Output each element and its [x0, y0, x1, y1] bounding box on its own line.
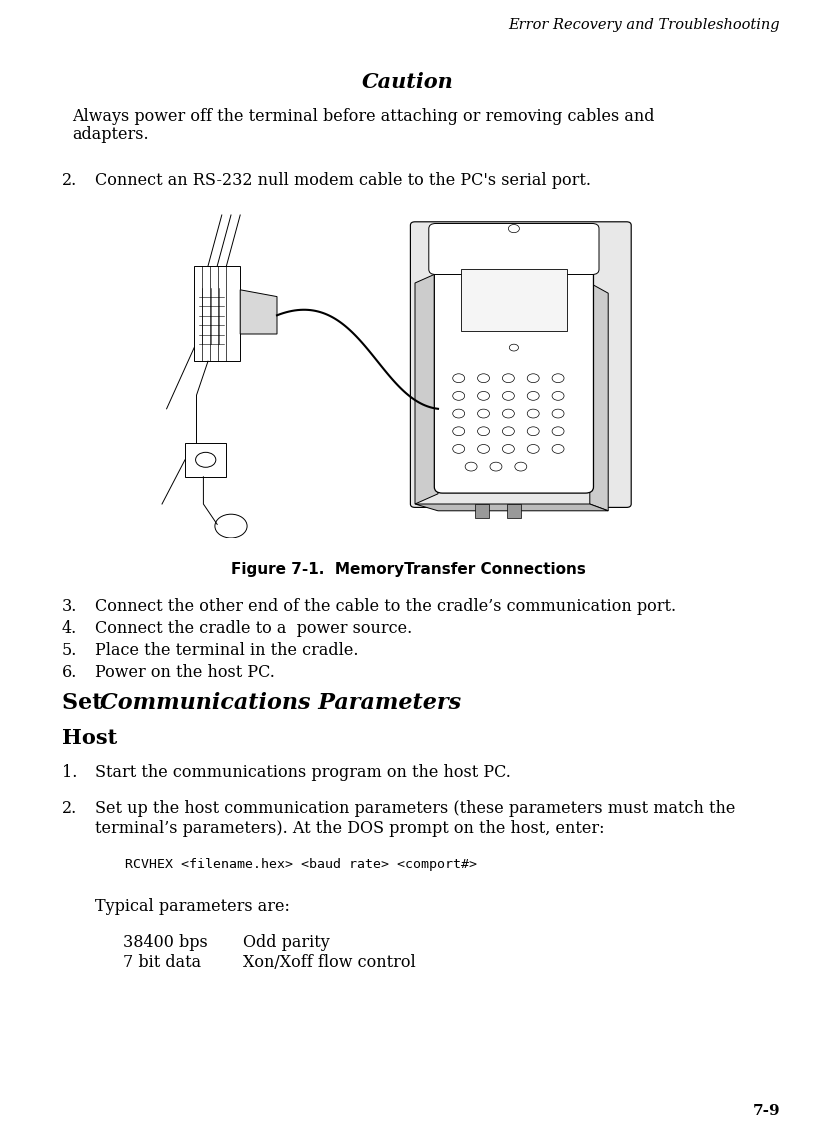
Circle shape [453, 427, 464, 435]
Text: 38400 bps: 38400 bps [123, 934, 208, 951]
Circle shape [465, 463, 477, 471]
Polygon shape [415, 504, 608, 510]
Bar [507, 504, 521, 517]
Text: 1.: 1. [62, 764, 78, 781]
Text: Power on the host PC.: Power on the host PC. [95, 664, 275, 681]
Circle shape [552, 392, 564, 401]
Text: 6.: 6. [62, 664, 78, 681]
Polygon shape [240, 290, 277, 333]
Text: Place the terminal in the cradle.: Place the terminal in the cradle. [95, 642, 358, 659]
FancyBboxPatch shape [428, 224, 599, 274]
Circle shape [453, 409, 464, 418]
Circle shape [453, 444, 464, 453]
Bar [194, 266, 240, 361]
Text: Error Recovery and Troubleshooting: Error Recovery and Troubleshooting [508, 18, 780, 32]
Circle shape [552, 409, 564, 418]
Text: Set up the host communication parameters (these parameters must match the: Set up the host communication parameters… [95, 801, 735, 817]
Text: 4.: 4. [62, 620, 78, 637]
Text: Set: Set [62, 692, 110, 714]
Text: Connect the cradle to a  power source.: Connect the cradle to a power source. [95, 620, 412, 637]
Polygon shape [415, 273, 438, 504]
Text: 5.: 5. [62, 642, 78, 659]
Text: 7-9: 7-9 [752, 1104, 780, 1118]
Text: adapters.: adapters. [72, 126, 149, 143]
Circle shape [527, 392, 539, 401]
FancyBboxPatch shape [434, 236, 593, 493]
Circle shape [215, 514, 247, 538]
Bar [461, 270, 567, 330]
Circle shape [515, 463, 527, 471]
Circle shape [552, 427, 564, 435]
Text: Odd parity: Odd parity [243, 934, 330, 951]
Text: terminal’s parameters). At the DOS prompt on the host, enter:: terminal’s parameters). At the DOS promp… [95, 820, 605, 837]
Text: Typical parameters are:: Typical parameters are: [95, 898, 290, 915]
Circle shape [503, 409, 514, 418]
Text: 2.: 2. [62, 801, 78, 817]
Circle shape [552, 444, 564, 453]
Circle shape [509, 344, 518, 351]
Circle shape [453, 373, 464, 383]
Text: Caution: Caution [362, 72, 454, 93]
Circle shape [477, 392, 490, 401]
Circle shape [477, 409, 490, 418]
Circle shape [503, 392, 514, 401]
Text: RCVHEX <filename.hex> <baud rate> <comport#>: RCVHEX <filename.hex> <baud rate> <compo… [125, 858, 477, 871]
Text: 3.: 3. [62, 598, 78, 616]
Circle shape [490, 463, 502, 471]
Circle shape [527, 427, 539, 435]
Circle shape [477, 427, 490, 435]
Circle shape [527, 444, 539, 453]
Text: Connect an RS-232 null modem cable to the PC's serial port.: Connect an RS-232 null modem cable to th… [95, 172, 591, 188]
Text: 7 bit data: 7 bit data [123, 954, 201, 971]
FancyBboxPatch shape [410, 222, 632, 507]
Circle shape [503, 444, 514, 453]
Circle shape [527, 409, 539, 418]
Text: Connect the other end of the cable to the cradle’s communication port.: Connect the other end of the cable to th… [95, 598, 676, 616]
Bar [475, 504, 489, 517]
Circle shape [503, 373, 514, 383]
Circle shape [503, 427, 514, 435]
Text: Start the communications program on the host PC.: Start the communications program on the … [95, 764, 511, 781]
Text: Always power off the terminal before attaching or removing cables and: Always power off the terminal before att… [72, 108, 654, 124]
Circle shape [552, 373, 564, 383]
Circle shape [196, 452, 215, 467]
Circle shape [527, 373, 539, 383]
Circle shape [477, 444, 490, 453]
Text: 2.: 2. [62, 172, 78, 188]
Text: Communications Parameters: Communications Parameters [100, 692, 461, 714]
Bar [185, 443, 226, 477]
Text: Xon/Xoff flow control: Xon/Xoff flow control [243, 954, 415, 971]
Circle shape [453, 392, 464, 401]
Circle shape [508, 225, 520, 233]
Circle shape [477, 373, 490, 383]
Polygon shape [590, 283, 608, 510]
Text: Figure 7-1.  MemoryTransfer Connections: Figure 7-1. MemoryTransfer Connections [231, 562, 585, 577]
Text: Host: Host [62, 727, 118, 748]
